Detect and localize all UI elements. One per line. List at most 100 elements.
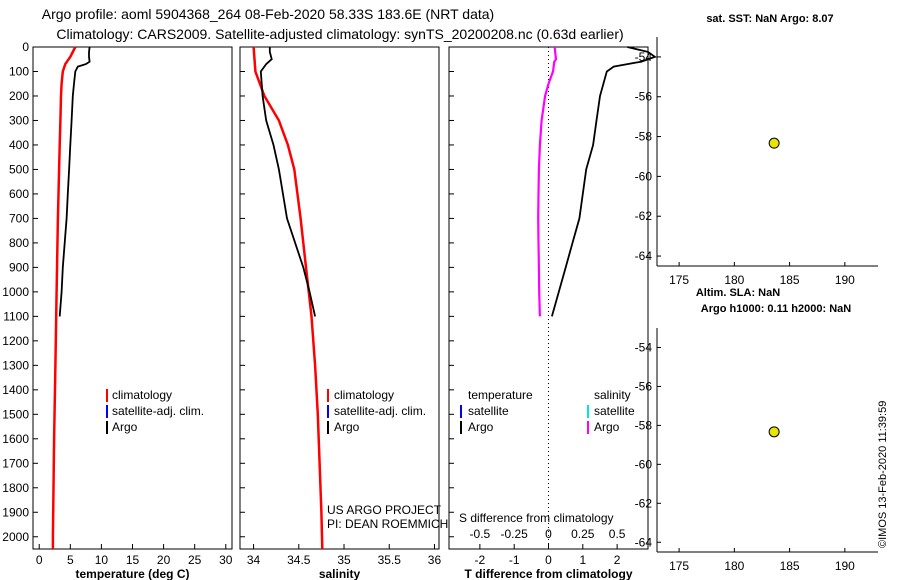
y-tick-label: 200	[9, 89, 29, 103]
series-line-argo	[58, 46, 91, 317]
salinity-legend: climatology satellite-adj. clim. Argo US…	[327, 388, 448, 531]
map-x-tick-label: 190	[835, 273, 855, 287]
map-x-tick-label: 180	[724, 273, 744, 287]
y-tick-label: 0	[22, 40, 29, 54]
legend-header-salinity: salinity	[594, 388, 631, 402]
y-tick-label: 600	[9, 187, 29, 201]
series-line-climatology	[51, 46, 77, 549]
legend-satellite-adj: satellite-adj. clim.	[334, 404, 426, 418]
x-tick-label: 30	[219, 553, 233, 567]
x-tick-label: 0	[36, 553, 43, 567]
s-tick-label: 0.5	[609, 527, 626, 541]
series-line-climatology	[252, 46, 324, 550]
s-tick-label: -0.5	[470, 527, 491, 541]
x-tick-label: -1	[509, 553, 520, 567]
map-x-tick-label: 185	[780, 273, 800, 287]
x-tick-label: 5	[67, 553, 74, 567]
s-tick-label: -0.25	[501, 527, 529, 541]
x-tick-label: 34.5	[287, 553, 311, 567]
y-tick-label: 1400	[2, 383, 29, 397]
y-tick-label: 1300	[2, 358, 29, 372]
s-tick-label: 0	[545, 527, 552, 541]
series-line-argo-salinity	[537, 46, 558, 317]
sla-label: Altim. SLA: NaN	[696, 287, 780, 299]
map-y-tick-label: -64	[635, 249, 653, 263]
plot-frame	[32, 46, 233, 550]
difference-panel: -2 -1 0 1 2T difference from climatology -0.5…	[448, 46, 657, 580]
x-tick-label: 25	[188, 553, 202, 567]
plot-frame	[239, 46, 440, 550]
series-line-argo-temperature	[551, 46, 657, 317]
y-tick-label: 400	[9, 138, 29, 152]
map-y-tick-label: -58	[635, 130, 653, 144]
y-tick-label: 1200	[2, 334, 29, 348]
sla-map-panel: -54 -56 -58 -60 -62 -64 175 180 185 190	[635, 328, 878, 573]
temperature-panel: 0 5 10 15 20 25 30 temperature (deg C) 0 100 200 30…	[2, 40, 232, 580]
map-x-tick-label: 175	[669, 559, 689, 573]
imos-stamp: ©IMOS 13-Feb-2020 11:39:59	[877, 401, 889, 548]
map-y-tick-label: -54	[635, 50, 653, 64]
x-tick-label: 35.5	[378, 553, 402, 567]
map-y-tick-label: -56	[635, 90, 653, 104]
argo-position-marker	[768, 426, 780, 438]
legend-s-argo: Argo	[594, 420, 620, 434]
credit-line2: PI: DEAN ROEMMICH	[327, 517, 448, 531]
y-tick-label: 1100	[3, 309, 29, 323]
x-axis-label: T difference from climatology	[464, 567, 632, 580]
s-tick-label: 0.25	[571, 527, 595, 541]
map-x-tick-label: 185	[780, 559, 800, 573]
map-y-tick-label: -58	[635, 418, 653, 432]
x-tick-label: 1	[579, 553, 586, 567]
credit-line1: US ARGO PROJECT	[327, 503, 442, 517]
sst-map-panel: -54 -56 -58 -60 -62 -64 175 180 185 190	[635, 37, 878, 287]
legend-argo: Argo	[112, 420, 138, 434]
y-tick-label: 100	[9, 64, 29, 78]
difference-legend: temperature salinity satellite Argo sate…	[459, 388, 635, 525]
y-tick-label: 1600	[2, 432, 29, 446]
salinity-panel: 34 34.5 35 35.5 36 salinity	[239, 46, 442, 580]
y-tick-label: 1900	[2, 505, 29, 519]
legend-header-temperature: temperature	[468, 388, 533, 402]
legend-t-satellite: satellite	[468, 404, 509, 418]
x-tick-label: 36	[428, 553, 442, 567]
y-tick-label: 300	[9, 113, 29, 127]
top-axis-label: S difference from climatology	[459, 511, 614, 525]
temperature-legend: climatology satellite-adj. clim. Argo	[106, 388, 204, 434]
series-line-argo	[259, 47, 316, 317]
plot-frame	[448, 46, 649, 550]
h-label: Argo h1000: 0.11 h2000: NaN	[701, 303, 851, 315]
y-tick-label: 1500	[2, 407, 29, 421]
map-x-tick-label: 175	[669, 273, 689, 287]
x-tick-label: 0	[545, 553, 552, 567]
x-axis-label: temperature (deg C)	[75, 567, 189, 580]
sst-label: sat. SST: NaN Argo: 8.07	[706, 13, 833, 25]
legend-satellite-adj: satellite-adj. clim.	[112, 404, 204, 418]
legend-t-argo: Argo	[468, 420, 494, 434]
y-tick-label: 2000	[2, 530, 29, 544]
map-y-tick-label: -54	[635, 340, 653, 354]
legend-climatology: climatology	[112, 388, 172, 402]
x-tick-label: 34	[247, 553, 261, 567]
map-x-tick-label: 180	[724, 559, 744, 573]
x-axis-label: salinity	[319, 567, 361, 580]
map-y-tick-label: -62	[635, 209, 653, 223]
map-x-tick-label: 190	[835, 559, 855, 573]
legend-argo: Argo	[334, 420, 360, 434]
map-y-tick-label: -64	[635, 535, 653, 549]
title-line1: Argo profile: aoml 5904368_264 08-Feb-20…	[42, 6, 494, 22]
x-tick-label: 10	[95, 553, 109, 567]
legend-s-satellite: satellite	[594, 404, 635, 418]
map-y-tick-label: -60	[635, 457, 653, 471]
legend-climatology: climatology	[334, 388, 394, 402]
y-tick-label: 900	[9, 260, 29, 274]
y-tick-label: 700	[9, 211, 29, 225]
argo-position-marker	[768, 137, 780, 149]
y-tick-label: 1000	[2, 285, 29, 299]
x-tick-label: 15	[126, 553, 140, 567]
x-tick-label: 35	[337, 553, 351, 567]
y-tick-label: 1700	[2, 456, 29, 470]
x-tick-label: 20	[157, 553, 171, 567]
x-tick-label: 2	[614, 553, 621, 567]
x-tick-label: -2	[475, 553, 486, 567]
